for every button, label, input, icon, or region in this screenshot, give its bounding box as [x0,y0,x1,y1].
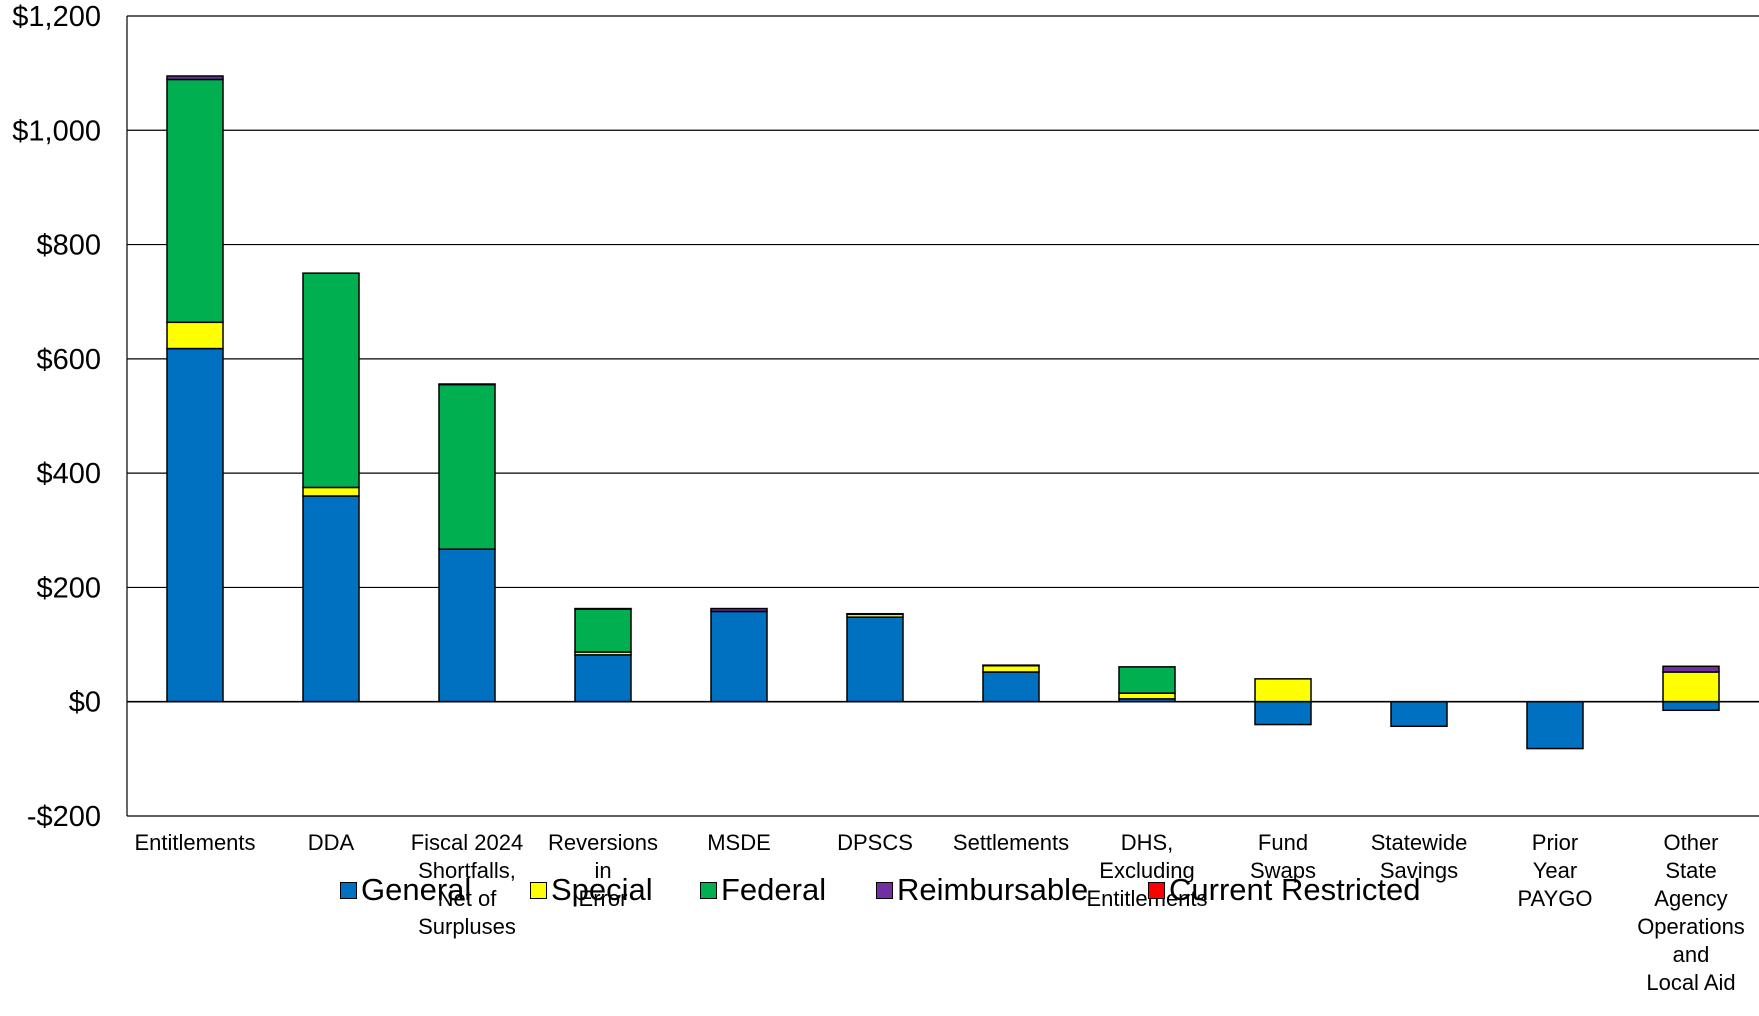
legend-swatch-federal [700,881,717,899]
bar-segment-general [1662,700,1720,712]
x-tick-label: Settlements [953,830,1069,855]
bar-segment-general [302,495,360,703]
bar-segment-reimbursable [710,607,768,613]
legend-swatch-current-restricted [1148,881,1165,899]
bar-segment-special [302,486,360,497]
x-tick-label: DDA [308,830,355,855]
x-tick-label: Statewide Savings [1371,830,1468,883]
bar-segment-special [1118,692,1176,700]
legend-label-general: General [361,872,472,907]
bar-segment-reimbursable [1662,665,1720,673]
bar-segment-reimbursable [982,664,1040,667]
axes [126,16,1759,816]
bar-segment-general [166,347,224,703]
x-tick-label: DPSCS [837,830,913,855]
legend-label-current-restricted: Current Restricted [1169,872,1421,907]
x-tick-label: MSDE [707,830,771,855]
bar-segment-reimbursable [846,612,904,616]
y-tick-labels: -$200 $0 $200 $400 $600 $800 $1,000 $1,200 [12,1,101,833]
x-tick-label: Other State Agency Operations and Local Aid [1637,830,1745,995]
bar-segment-federal [1118,666,1176,694]
bar-segment-special [166,321,224,350]
legend-label-reimbursable: Reimbursable [897,872,1089,907]
y-tick-label: $400 [36,458,101,490]
y-tick-label: $1,200 [12,1,101,33]
x-tick-labels: Entitlements DDA Fiscal 2024 Shortfalls, Net… [134,830,1744,995]
bar-segment-special [982,664,1040,673]
bar-segment-general [982,671,1040,703]
legend-label-special: Special [551,872,653,907]
bar-segment-special [1662,671,1720,703]
bar-segment-reimbursable [574,607,632,610]
y-tick-label: $200 [36,572,101,604]
bar-segment-general [846,616,904,703]
y-tick-label: $1,000 [12,115,101,147]
legend-item-general: General [340,872,471,908]
bar-segment-general [1254,700,1312,726]
bar-segment-federal [302,272,360,489]
x-tick-label: Entitlements [134,830,255,855]
y-tick-label: $0 [69,687,101,719]
legend-swatch-reimbursable [876,881,893,899]
legend-label-federal: Federal [721,872,827,907]
x-tick-label: Fund Swaps [1250,830,1316,883]
bar-segment-federal [438,383,496,550]
legend-item-current-restricted: Current Restricted [1148,872,1421,908]
x-tick-label: Fiscal 2024 Shortfalls, Net of Surpluses [411,830,524,939]
y-tick-label: $800 [36,230,101,262]
x-tick-label: DHS, Excluding Entitlements [1086,830,1207,911]
legend-item-federal: Federal [700,872,826,908]
bar-segment-general [1390,700,1448,728]
bars [166,75,1720,750]
legend-swatch-general [340,881,357,899]
legend: General Special Federal Reimbursable Cur… [0,868,1759,912]
legend-item-special: Special [530,872,653,908]
x-tick-label: Reversions in Error [548,830,658,911]
x-tick-label: Prior Year PAYGO [1518,830,1593,911]
bar-segment-general [1526,700,1584,750]
legend-swatch-special [530,881,547,899]
bar-segment-federal [166,78,224,324]
bar-segment-reimbursable [166,75,224,81]
y-tick-label: $600 [36,344,101,376]
bar-segment-reimbursable [438,383,496,386]
bar-segment-federal [574,608,632,653]
legend-item-reimbursable: Reimbursable [876,872,1088,908]
bar-segment-general [710,610,768,703]
gridlines [127,15,1759,817]
bar-segment-general [574,654,632,703]
bar-segment-general [438,548,496,703]
y-tick-label: -$200 [27,801,101,833]
bar-segment-special [1254,678,1312,703]
